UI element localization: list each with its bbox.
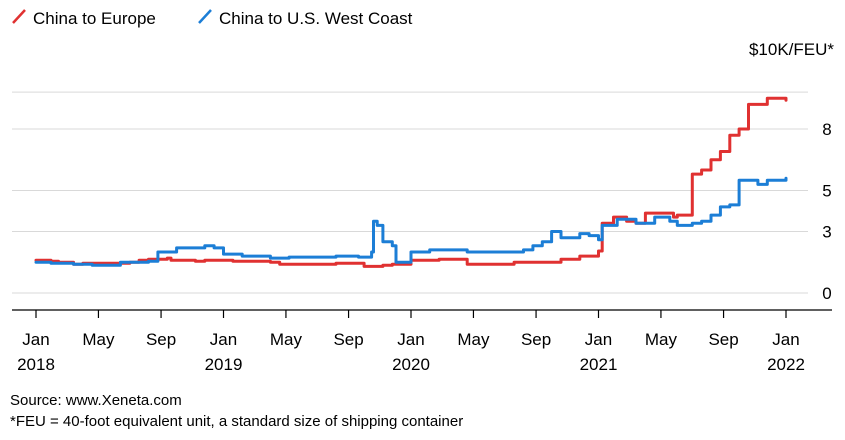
y-tick-label: 8	[822, 120, 831, 139]
x-tick-label-month: May	[457, 330, 490, 349]
x-tick-label-year: 2020	[392, 355, 430, 374]
legend-item-europe: China to Europe	[12, 9, 156, 28]
x-tick-label-year: 2019	[205, 355, 243, 374]
x-tick-label-month: Sep	[521, 330, 551, 349]
x-axis-ticks: Jan 2018 May Sep Jan 2019 May Sep Jan 2020 May Sep J…	[17, 310, 805, 374]
x-tick-label-month: May	[645, 330, 678, 349]
legend-label-us-west-coast: China to U.S. West Coast	[219, 9, 413, 28]
x-tick-label-month: Jan	[772, 330, 799, 349]
x-tick-label-month: Jan	[22, 330, 49, 349]
series-line-china-to-europe	[34, 96, 788, 268]
source-note: Source: www.Xeneta.com	[10, 392, 182, 409]
feu-footnote: *FEU = 40-foot equivalent unit, a standa…	[10, 413, 463, 430]
legend-swatch-us-west-coast	[198, 9, 212, 24]
x-tick-label-month: Jan	[210, 330, 237, 349]
legend-label-europe: China to Europe	[33, 9, 156, 28]
x-tick-label-year: 2018	[17, 355, 55, 374]
legend-item-us-west-coast: China to U.S. West Coast	[198, 9, 413, 28]
x-tick-label-year: 2022	[767, 355, 805, 374]
gridlines	[12, 91, 808, 294]
legend-swatch-europe	[12, 9, 26, 24]
legend: China to Europe China to U.S. West Coast	[12, 9, 413, 28]
y-axis-ticks: 0 3 5 8	[822, 120, 831, 303]
x-tick-label-month: Sep	[146, 330, 176, 349]
y-tick-label: 3	[822, 223, 831, 242]
x-tick-label-year: 2021	[580, 355, 618, 374]
x-tick-label-month: May	[82, 330, 115, 349]
x-tick-label-month: May	[270, 330, 303, 349]
x-tick-label-month: Sep	[333, 330, 363, 349]
series-line-china-to-us-west-coast	[34, 176, 788, 267]
series-lines	[34, 96, 788, 268]
y-tick-label: 5	[822, 182, 831, 201]
x-tick-label-month: Jan	[585, 330, 612, 349]
y-unit-label: $10K/FEU*	[749, 40, 834, 59]
x-tick-label-month: Jan	[397, 330, 424, 349]
x-tick-label-month: Sep	[708, 330, 738, 349]
y-tick-label: 0	[822, 284, 831, 303]
